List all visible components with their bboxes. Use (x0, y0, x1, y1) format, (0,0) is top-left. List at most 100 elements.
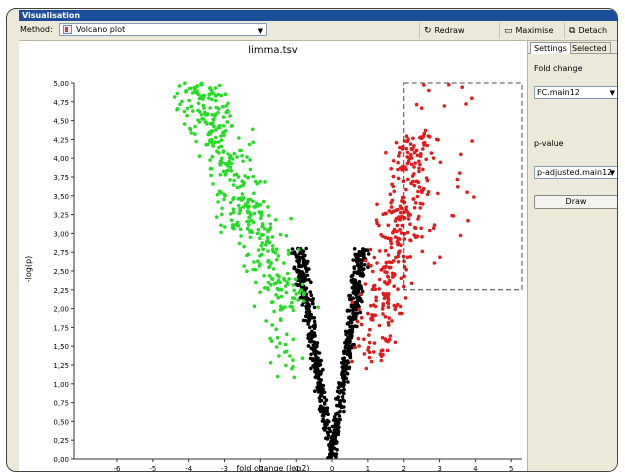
point-not-significant (348, 355, 353, 360)
point-down-regulated (284, 363, 288, 368)
point-not-significant (356, 288, 361, 292)
point-down-regulated (270, 244, 275, 248)
point-down-regulated (219, 223, 223, 228)
point-up-regulated (378, 249, 382, 253)
point-down-regulated (269, 339, 274, 344)
point-up-regulated (384, 260, 389, 265)
point-up-regulated (384, 150, 388, 155)
point-up-regulated (392, 284, 397, 288)
fold-change-value: FC.main12 (537, 88, 580, 97)
volcano-chart[interactable]: limma.tsv 0,00 0,25 0,50 0,75 1,00 1,25 1,50 1,… (19, 41, 527, 472)
point-not-significant (349, 332, 353, 336)
point-up-regulated (422, 83, 426, 87)
y-tick-label: 0,00 (53, 456, 69, 464)
point-down-regulated (232, 178, 236, 183)
point-down-regulated (242, 244, 246, 249)
point-not-significant (335, 440, 339, 444)
method-select-value: Volcano plot (76, 25, 126, 34)
point-up-regulated (408, 238, 413, 243)
point-not-significant (325, 430, 330, 435)
volcano-plot-icon (63, 25, 72, 34)
point-not-significant (335, 389, 340, 394)
point-not-significant (313, 333, 317, 338)
point-down-regulated (257, 264, 262, 268)
point-not-significant (345, 309, 350, 313)
point-not-significant (342, 364, 347, 369)
point-not-significant (301, 263, 305, 267)
point-not-significant (344, 332, 348, 337)
point-up-regulated (418, 162, 422, 167)
point-down-regulated (302, 291, 306, 295)
draw-button[interactable]: Draw (534, 195, 617, 209)
point-up-regulated (406, 217, 411, 221)
point-up-regulated (393, 340, 398, 345)
point-up-regulated (395, 239, 400, 244)
x-axis-label: fold change (log2) (236, 464, 309, 472)
point-up-regulated (417, 214, 421, 219)
point-up-regulated (418, 154, 423, 158)
point-down-regulated (252, 205, 256, 209)
point-down-regulated (261, 233, 265, 237)
point-up-regulated (383, 248, 388, 253)
pvalue-select[interactable]: p-adjusted.main12 ▼ (534, 166, 617, 179)
point-down-regulated (239, 198, 244, 202)
point-down-regulated (193, 124, 197, 129)
point-up-regulated (367, 333, 371, 337)
point-down-regulated (175, 91, 179, 96)
point-down-regulated (236, 223, 241, 228)
point-down-regulated (289, 216, 293, 221)
point-down-regulated (264, 243, 268, 247)
selection-box[interactable] (403, 82, 523, 291)
point-down-regulated (292, 375, 297, 380)
fold-change-select[interactable]: FC.main12 ▼ (534, 86, 617, 99)
point-up-regulated (398, 304, 403, 309)
point-down-regulated (225, 164, 230, 168)
point-up-regulated (403, 296, 408, 300)
point-up-regulated (405, 230, 410, 235)
point-up-regulated (392, 259, 396, 263)
point-not-significant (352, 306, 357, 311)
method-select[interactable]: Volcano plot ▼ (59, 23, 267, 36)
point-up-regulated (436, 191, 440, 196)
point-not-significant (297, 264, 301, 269)
maximise-button[interactable]: ▭ Maximise (499, 23, 564, 38)
point-down-regulated (266, 258, 271, 263)
point-up-regulated (398, 227, 402, 232)
point-down-regulated (203, 120, 208, 124)
point-down-regulated (258, 202, 263, 207)
point-down-regulated (276, 295, 281, 300)
point-up-regulated (366, 262, 371, 266)
point-not-significant (312, 319, 317, 324)
point-not-significant (345, 342, 349, 347)
detach-button[interactable]: ⧉ Detach (564, 23, 617, 38)
tab-settings[interactable]: Settings (530, 42, 571, 54)
plot-area[interactable]: limma.tsv 0,00 0,25 0,50 0,75 1,00 1,25 1,50 1,… (19, 41, 528, 472)
point-down-regulated (243, 174, 247, 178)
point-not-significant (311, 324, 316, 329)
point-not-significant (355, 283, 359, 287)
point-down-regulated (222, 192, 227, 197)
point-not-significant (305, 259, 310, 264)
point-down-regulated (278, 280, 282, 285)
point-up-regulated (432, 261, 437, 265)
point-up-regulated (392, 189, 397, 194)
fold-change-label: Fold change (534, 64, 583, 73)
point-up-regulated (386, 301, 391, 306)
point-not-significant (336, 386, 341, 390)
point-up-regulated (409, 153, 413, 157)
y-tick-label: 5,00 (53, 80, 69, 88)
point-down-regulated (268, 336, 272, 341)
point-down-regulated (193, 132, 197, 136)
point-down-regulated (210, 97, 214, 102)
point-not-significant (315, 341, 320, 345)
point-not-significant (357, 271, 362, 276)
point-up-regulated (377, 223, 381, 228)
redraw-button[interactable]: ↻ Redraw (419, 23, 499, 38)
point-down-regulated (203, 110, 207, 115)
point-up-regulated (425, 178, 430, 183)
y-tick-label: 1,00 (53, 381, 69, 389)
point-up-regulated (423, 128, 428, 133)
point-up-regulated (369, 359, 374, 364)
y-tick-label: 1,25 (53, 362, 69, 370)
point-up-regulated (438, 255, 442, 259)
